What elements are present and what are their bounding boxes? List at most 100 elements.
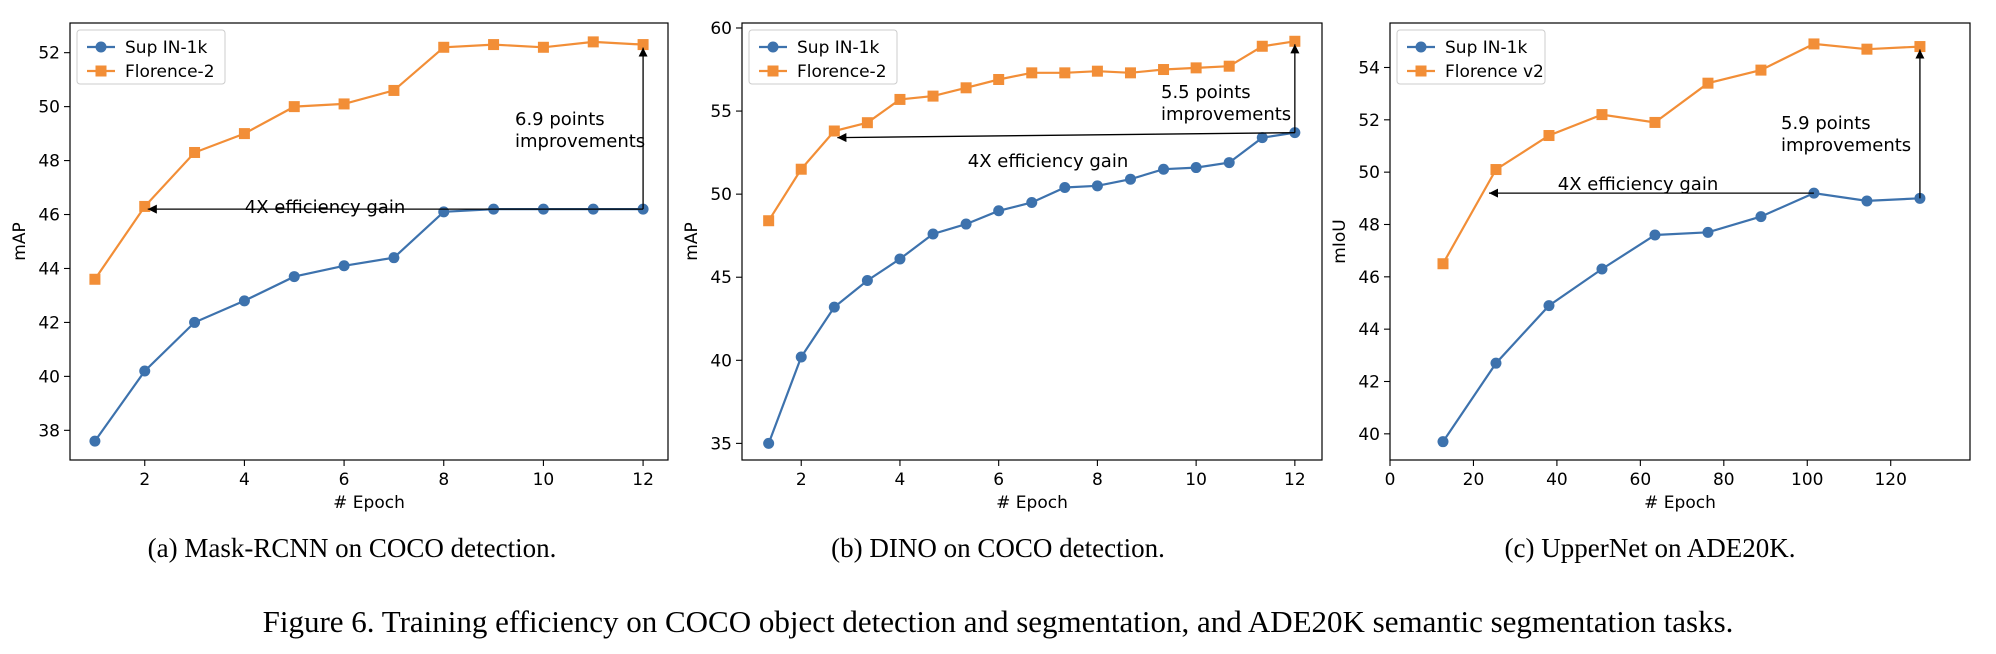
x-tick-label: 40 — [1546, 470, 1568, 490]
y-axis-label: mIoU — [1330, 219, 1350, 263]
legend-label: Sup IN-1k — [797, 38, 879, 58]
y-tick-label: 52 — [1358, 111, 1380, 131]
series-line — [94, 208, 644, 442]
chart-panel-3: 0 20 40 60 80 100 120 40 42 44 46 48 50 52 54 # Epoch mI… — [1330, 22, 1971, 563]
y-axis-label: mAP — [682, 222, 702, 260]
series-2 — [763, 35, 1301, 227]
x-axis-label: # Epoch — [333, 493, 405, 513]
data-point — [189, 316, 201, 328]
series-line — [1442, 42, 1920, 265]
data-point — [1124, 173, 1136, 185]
x-tick-label: 12 — [1284, 470, 1306, 490]
data-point — [1543, 300, 1555, 312]
data-point — [1490, 164, 1502, 176]
legend-marker — [95, 41, 107, 53]
y-tick-label: 44 — [1358, 320, 1380, 340]
data-point — [763, 437, 775, 449]
data-point — [288, 271, 300, 283]
data-point — [288, 101, 300, 113]
data-point — [1223, 157, 1235, 169]
data-point — [1437, 258, 1449, 270]
data-point — [1755, 211, 1767, 223]
data-point — [587, 36, 599, 48]
data-point — [927, 228, 939, 240]
x-tick-label: 120 — [1874, 470, 1906, 490]
x-tick-label: 10 — [1185, 470, 1207, 490]
data-point — [388, 252, 400, 264]
series-line — [93, 40, 644, 280]
data-point — [1059, 181, 1071, 193]
data-point — [1026, 67, 1038, 79]
data-point — [894, 93, 906, 105]
x-tick-label: 2 — [796, 470, 807, 490]
data-point — [189, 146, 201, 158]
data-point — [537, 41, 549, 53]
data-point — [438, 206, 450, 218]
y-tick-label: 44 — [38, 259, 60, 279]
y-tick-label: 60 — [710, 19, 732, 39]
efficiency-annotation: 4X efficiency gain — [245, 197, 406, 218]
improvement-annotation: 5.5 points — [1161, 82, 1251, 103]
data-point — [1158, 163, 1170, 175]
x-tick-label: 6 — [339, 470, 350, 490]
series-2 — [89, 36, 649, 285]
data-point — [1190, 162, 1202, 174]
y-tick-label: 46 — [1358, 268, 1380, 288]
x-tick-label: 6 — [993, 470, 1004, 490]
data-point — [1596, 263, 1608, 275]
y-tick-label: 40 — [38, 367, 60, 387]
legend-label: Florence-2 — [797, 62, 887, 82]
y-tick-label: 48 — [38, 152, 60, 172]
data-point — [1158, 64, 1170, 76]
legend-label: Sup IN-1k — [1445, 38, 1527, 58]
y-tick-label: 35 — [710, 434, 732, 454]
series-2 — [1437, 38, 1926, 270]
x-tick-label: 12 — [632, 470, 654, 490]
data-point — [795, 163, 807, 175]
x-tick-label: 8 — [1092, 470, 1103, 490]
x-tick-label: 0 — [1385, 470, 1396, 490]
plot-frame — [69, 22, 669, 461]
data-point — [1914, 41, 1926, 53]
data-point — [238, 295, 250, 307]
data-point — [89, 435, 101, 447]
data-point — [1437, 436, 1449, 448]
data-point — [338, 98, 350, 110]
improvement-annotation: 6.9 points — [515, 109, 605, 130]
data-point — [637, 39, 649, 51]
figure-caption: Figure 6. Training efficiency on COCO ob… — [263, 604, 1734, 639]
data-point — [89, 273, 101, 285]
data-point — [1256, 132, 1268, 144]
data-point — [1702, 226, 1714, 238]
x-tick-label: 2 — [139, 470, 150, 490]
data-point — [139, 365, 151, 377]
x-tick-label: 10 — [533, 470, 555, 490]
data-point — [338, 260, 350, 272]
legend-label: Sup IN-1k — [125, 38, 207, 58]
data-point — [993, 73, 1005, 85]
data-point — [1091, 65, 1103, 77]
y-tick-label: 50 — [710, 185, 732, 205]
legend-label: Florence-2 — [125, 62, 215, 82]
data-point — [960, 82, 972, 94]
data-point — [1026, 196, 1038, 208]
y-tick-label: 42 — [1358, 372, 1380, 392]
data-point — [1190, 62, 1202, 74]
data-point — [828, 125, 840, 137]
subfigure-caption: (b) DINO on COCO detection. — [831, 533, 1165, 563]
legend-label: Florence v2 — [1445, 62, 1544, 82]
y-tick-label: 54 — [1358, 58, 1380, 78]
legend-marker — [95, 65, 107, 77]
x-tick-label: 4 — [895, 470, 906, 490]
data-point — [763, 215, 775, 227]
data-point — [1702, 77, 1714, 89]
data-point — [894, 253, 906, 265]
improvement-annotation: 5.9 points — [1781, 113, 1871, 134]
x-tick-label: 8 — [438, 470, 449, 490]
legend-marker — [1415, 65, 1427, 77]
x-tick-label: 60 — [1630, 470, 1652, 490]
legend-marker — [767, 41, 779, 53]
efficiency-arrow — [837, 132, 1295, 143]
